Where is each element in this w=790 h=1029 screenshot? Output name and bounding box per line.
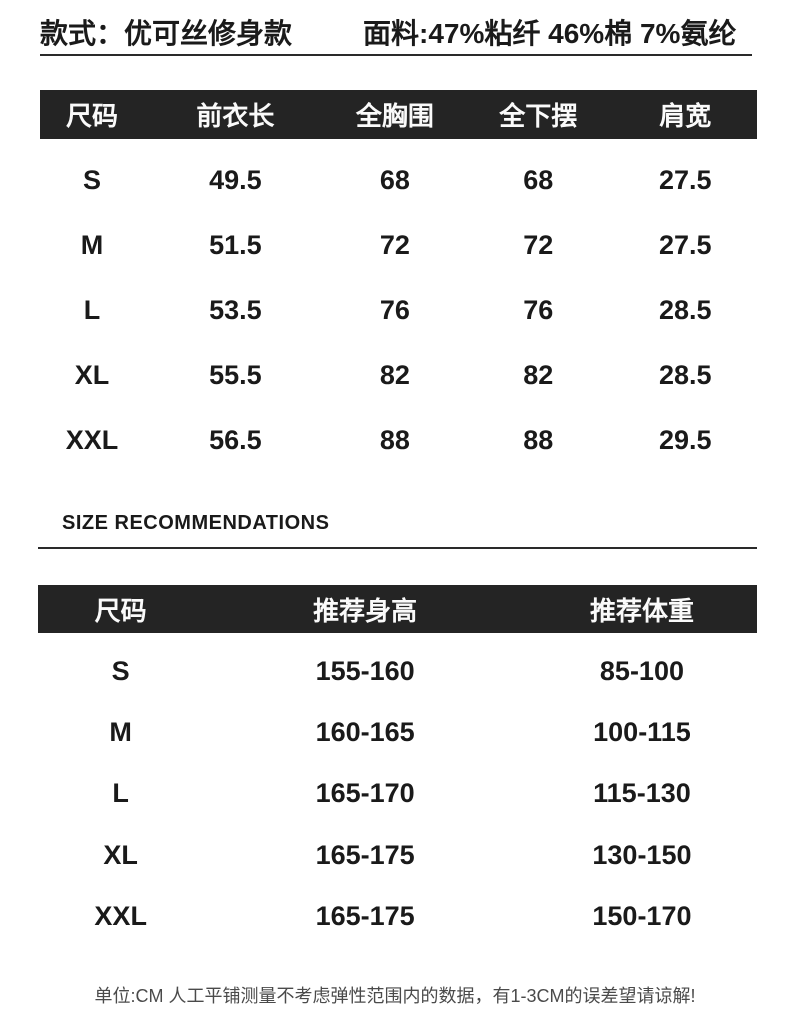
size-cell: L <box>83 295 101 325</box>
size-cell: XXL <box>65 425 119 455</box>
front-length-cell: 49.5 <box>209 165 262 195</box>
style-value: 优可丝修身款 <box>124 18 293 49</box>
style-spec: 款式：优可丝修身款 <box>40 12 292 52</box>
size-cell: XXL <box>94 900 147 931</box>
bust-cell: 88 <box>379 425 410 455</box>
table-row: L 53.5 76 76 28.5 <box>40 278 757 343</box>
height-cell: 165-170 <box>315 778 415 809</box>
size-cell: XL <box>103 839 138 870</box>
size-cell: S <box>82 165 101 195</box>
table-row: XXL 56.5 88 88 29.5 <box>40 408 757 473</box>
weight-cell: 150-170 <box>592 900 692 931</box>
hem-cell: 88 <box>523 425 554 455</box>
recommendations-table-body: S 155-160 85-100 M 160-165 100-115 L 165… <box>38 641 757 947</box>
size-cell: M <box>80 230 104 260</box>
front-length-cell: 53.5 <box>209 295 262 325</box>
table-row: S 49.5 68 68 27.5 <box>40 148 757 213</box>
table-row: XL 165-175 130-150 <box>38 825 757 886</box>
table-row: S 155-160 85-100 <box>38 641 757 702</box>
front-length-cell: 56.5 <box>209 425 262 455</box>
top-divider <box>40 54 752 56</box>
column-header-weight: 推荐体重 <box>589 595 694 626</box>
height-cell: 155-160 <box>315 656 415 687</box>
shoulder-cell: 28.5 <box>658 295 712 325</box>
style-label: 款式： <box>40 18 125 49</box>
size-cell: S <box>111 656 130 687</box>
height-cell: 165-175 <box>315 900 415 931</box>
table-row: XXL 165-175 150-170 <box>38 886 757 947</box>
bust-cell: 76 <box>379 295 410 325</box>
column-header-hem: 全下摆 <box>499 101 578 131</box>
hem-cell: 82 <box>523 360 554 390</box>
size-cell: M <box>109 717 132 748</box>
table-row: L 165-170 115-130 <box>38 763 757 824</box>
table-row: XL 55.5 82 82 28.5 <box>40 343 757 408</box>
weight-cell: 130-150 <box>592 839 692 870</box>
front-length-cell: 51.5 <box>209 230 262 260</box>
shoulder-cell: 27.5 <box>658 165 712 195</box>
column-header-size: 尺码 <box>65 101 118 131</box>
fabric-label: 面料: <box>363 18 429 49</box>
fabric-spec: 面料:47%粘纤 46%棉 7%氨纶 <box>363 12 736 52</box>
hem-cell: 72 <box>523 230 554 260</box>
hem-cell: 68 <box>523 165 554 195</box>
recommendations-table-header: 尺码 推荐身高 推荐体重 <box>38 585 757 633</box>
column-header-shoulder: 肩宽 <box>659 101 712 131</box>
bust-cell: 82 <box>379 360 410 390</box>
height-cell: 160-165 <box>315 717 415 748</box>
fabric-value: 47%粘纤 46%棉 7%氨纶 <box>428 18 737 49</box>
weight-cell: 100-115 <box>593 717 691 748</box>
shoulder-cell: 29.5 <box>658 425 712 455</box>
mid-divider <box>38 547 757 549</box>
column-header-size: 尺码 <box>94 595 147 626</box>
size-cell: L <box>112 778 129 809</box>
column-header-height: 推荐身高 <box>313 595 418 626</box>
bust-cell: 68 <box>379 165 410 195</box>
shoulder-cell: 27.5 <box>658 230 712 260</box>
table-row: M 160-165 100-115 <box>38 702 757 763</box>
height-cell: 165-175 <box>315 839 415 870</box>
column-header-bust: 全胸围 <box>355 101 434 131</box>
measure-table-body: S 49.5 68 68 27.5 M 51.5 72 72 27.5 L 53… <box>40 148 757 473</box>
bust-cell: 72 <box>379 230 410 260</box>
weight-cell: 85-100 <box>599 656 684 687</box>
size-cell: XL <box>74 360 110 390</box>
front-length-cell: 55.5 <box>209 360 262 390</box>
measure-table-header: 尺码 前衣长 全胸围 全下摆 肩宽 <box>40 90 757 139</box>
size-recommendations-heading: SIZE RECOMMENDATIONS <box>62 512 330 534</box>
shoulder-cell: 28.5 <box>658 360 712 390</box>
table-row: M 51.5 72 72 27.5 <box>40 213 757 278</box>
weight-cell: 115-130 <box>593 778 691 809</box>
hem-cell: 76 <box>523 295 554 325</box>
measurement-disclaimer: 单位:CM 人工平铺测量不考虑弹性范围内的数据，有1-3CM的误差望请谅解! <box>94 986 696 1006</box>
column-header-front-length: 前衣长 <box>196 101 275 131</box>
